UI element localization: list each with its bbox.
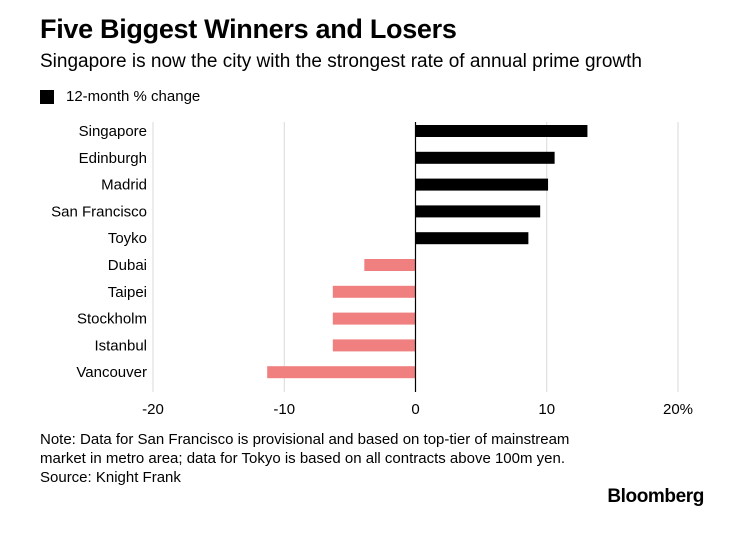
source-text: Source: Knight Frank: [40, 469, 181, 486]
bar: [415, 125, 588, 137]
category-label: Edinburgh: [79, 150, 147, 167]
x-tick-label: -20: [142, 401, 164, 418]
x-tick-label: 0: [411, 401, 419, 418]
x-tick-label: 10: [538, 401, 555, 418]
bar: [332, 312, 416, 325]
category-label: Singapore: [79, 123, 147, 140]
legend-swatch: [40, 89, 54, 104]
bar: [364, 259, 416, 271]
bar: [415, 178, 549, 191]
bar: [332, 339, 416, 352]
bar: [415, 232, 529, 245]
category-label: Dubai: [108, 257, 147, 274]
category-label: Taipei: [108, 284, 147, 301]
category-label: Istanbul: [94, 337, 147, 354]
category-label: Vancouver: [76, 364, 147, 381]
footnote: Note: Data for San Francisco is provisio…: [40, 430, 600, 487]
x-tick-label: -10: [273, 401, 295, 418]
bar: [332, 285, 416, 298]
legend-label: 12-month % change: [66, 88, 201, 105]
bloomberg-logo: Bloomberg: [607, 486, 704, 507]
chart-title: Five Biggest Winners and Losers: [40, 14, 457, 44]
category-label: San Francisco: [51, 203, 147, 220]
chart-subtitle: Singapore is now the city with the stron…: [40, 51, 642, 72]
bar: [415, 205, 541, 218]
note-text: Note: Data for San Francisco is provisio…: [40, 431, 570, 467]
bar: [415, 151, 555, 164]
category-label: Madrid: [101, 177, 147, 194]
category-label: Stockholm: [77, 311, 147, 328]
x-tick-label: 20%: [663, 401, 693, 418]
bar: [267, 366, 416, 379]
legend: 12-month % change: [40, 88, 200, 105]
category-label: Toyko: [108, 230, 147, 247]
